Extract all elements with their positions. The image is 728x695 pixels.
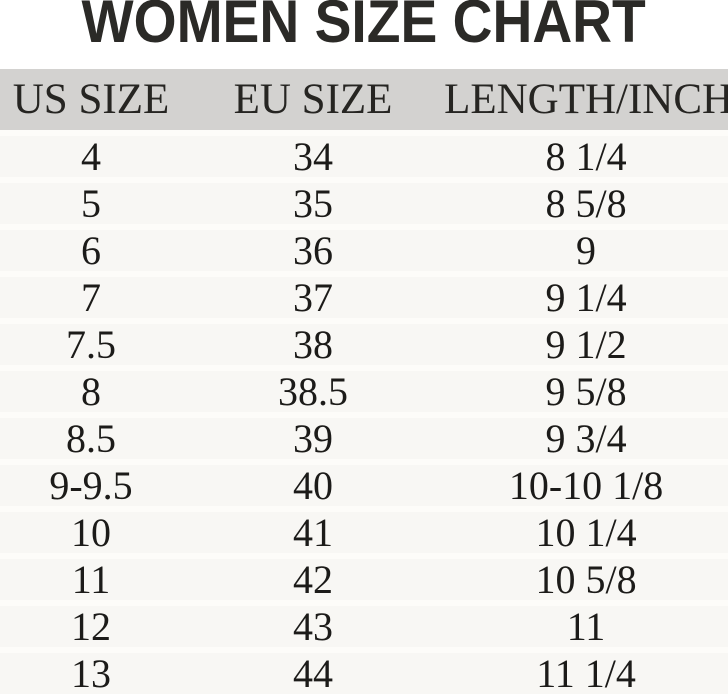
table-row: 7.5 38 9 1/2 — [0, 318, 728, 368]
column-header-length-inch: LENGTH/INCH — [444, 69, 728, 133]
header-row: US SIZE EU SIZE LENGTH/INCH — [0, 69, 728, 133]
table-row: 5 35 8 5/8 — [0, 177, 728, 227]
table-cell-length: 9 3/4 — [444, 412, 728, 462]
table-cell-us-size: 13 — [0, 647, 182, 694]
table-cell-eu-size: 41 — [182, 506, 445, 556]
table-row: 4 34 8 1/4 — [0, 130, 728, 180]
table-cell-length: 10 5/8 — [444, 553, 728, 603]
table-cell-length: 9 1/4 — [444, 271, 728, 321]
table-cell-us-size: 10 — [0, 506, 182, 556]
table-row: 11 42 10 5/8 — [0, 553, 728, 603]
table-cell-eu-size: 40 — [182, 459, 445, 509]
table-cell-eu-size: 38.5 — [182, 365, 445, 415]
table-cell-length: 9 1/2 — [444, 318, 728, 368]
table-cell-eu-size: 39 — [182, 412, 445, 462]
table-cell-eu-size: 34 — [182, 130, 445, 180]
table-cell-eu-size: 37 — [182, 271, 445, 321]
table-cell-eu-size: 42 — [182, 553, 445, 603]
table-cell-us-size: 8.5 — [0, 412, 182, 462]
table-cell-us-size: 4 — [0, 130, 182, 180]
table-cell-eu-size: 38 — [182, 318, 445, 368]
table-row: 7 37 9 1/4 — [0, 271, 728, 321]
table-cell-us-size: 6 — [0, 224, 182, 274]
table-cell-us-size: 11 — [0, 553, 182, 603]
table-cell-us-size: 7.5 — [0, 318, 182, 368]
table-row: 13 44 11 1/4 — [0, 647, 728, 694]
table-cell-length: 9 — [444, 224, 728, 274]
table-cell-us-size: 12 — [0, 600, 182, 650]
table-cell-us-size: 9-9.5 — [0, 459, 182, 509]
table-cell-length: 8 5/8 — [444, 177, 728, 227]
table-cell-length: 9 5/8 — [444, 365, 728, 415]
table-cell-eu-size: 36 — [182, 224, 445, 274]
table-row: 6 36 9 — [0, 224, 728, 274]
title-area: WOMEN SIZE CHART — [0, 0, 728, 69]
table-cell-us-size: 5 — [0, 177, 182, 227]
table-row: 12 43 11 — [0, 600, 728, 650]
table-cell-eu-size: 44 — [182, 647, 445, 694]
table-cell-us-size: 7 — [0, 271, 182, 321]
table-row: 9-9.5 40 10-10 1/8 — [0, 459, 728, 509]
table-cell-eu-size: 43 — [182, 600, 445, 650]
table-cell-length: 10 1/4 — [444, 506, 728, 556]
table-cell-length: 8 1/4 — [444, 130, 728, 180]
table-row: 8 38.5 9 5/8 — [0, 365, 728, 415]
table-cell-length: 10-10 1/8 — [444, 459, 728, 509]
table-row: 8.5 39 9 3/4 — [0, 412, 728, 462]
size-chart-table: US SIZE EU SIZE LENGTH/INCH 4 34 8 1/4 5… — [0, 69, 728, 694]
column-header-eu-size: EU SIZE — [182, 69, 445, 133]
table-cell-eu-size: 35 — [182, 177, 445, 227]
column-header-us-size: US SIZE — [0, 69, 182, 133]
page-title: WOMEN SIZE CHART — [81, 0, 647, 55]
table-row: 10 41 10 1/4 — [0, 506, 728, 556]
table-cell-length: 11 1/4 — [444, 647, 728, 694]
table-cell-length: 11 — [444, 600, 728, 650]
table-cell-us-size: 8 — [0, 365, 182, 415]
